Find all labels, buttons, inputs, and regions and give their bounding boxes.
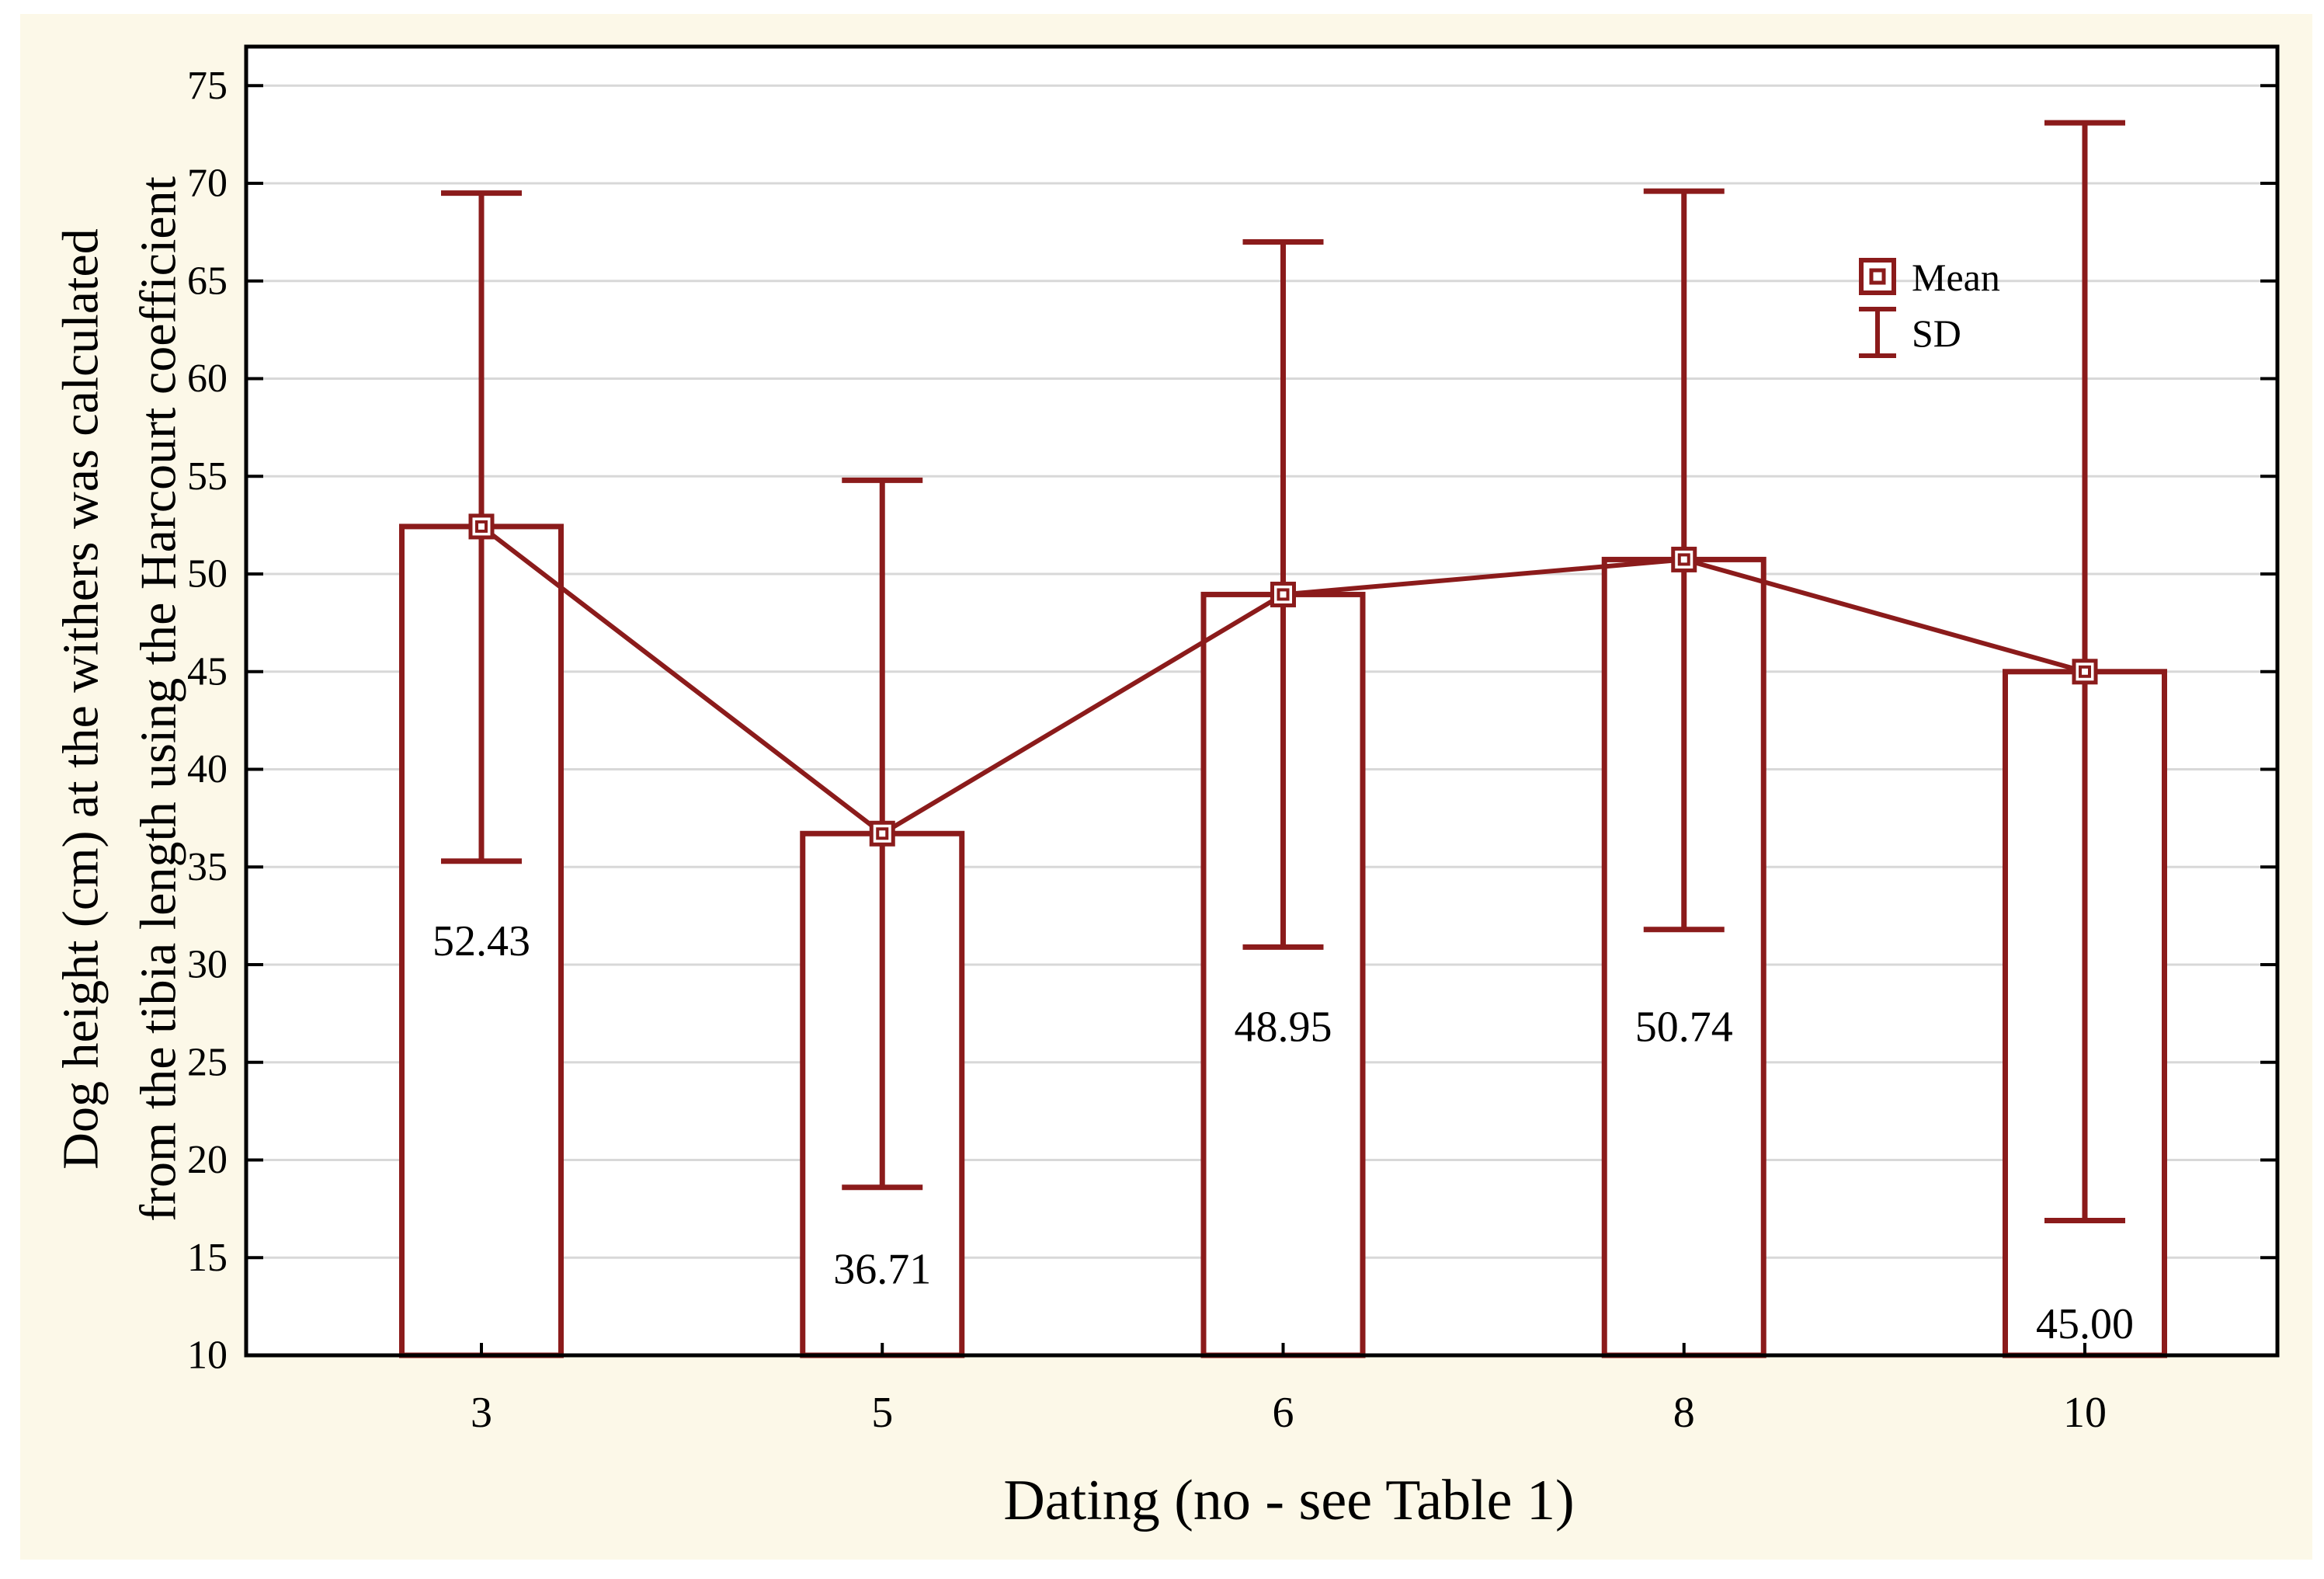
mean-marker [2072,659,2098,685]
y-tick-label: 10 [187,1334,228,1378]
legend-sd-errorbar-icon [1859,307,1896,358]
y-tick-label: 75 [187,64,228,108]
bar-value-label: 48.95 [1235,1003,1332,1051]
y-axis-title-line1: Dog height (cm) at the withers was calcu… [53,228,109,1169]
mean-marker [468,513,495,540]
axis-ticks [246,84,2277,1357]
legend-sd-label: SD [1912,311,1961,355]
x-tick-label: 5 [871,1389,893,1437]
x-tick-labels: 3 5 6 8 10 [471,1389,2107,1437]
y-tick-label: 50 [187,552,228,596]
x-axis-title: Dating (no - see Table 1) [1003,1469,1574,1532]
mean-marker-inner [475,520,488,533]
y-tick-label: 25 [187,1040,228,1084]
y-axis-title-line2: from the tibia length using the Harcourt… [130,176,187,1222]
y-tick-label: 55 [187,454,228,499]
x-tick-label: 3 [471,1389,492,1437]
mean-marker [1270,581,1296,607]
y-tick-label: 45 [187,649,228,694]
mean-marker-inner [1277,588,1290,601]
mean-marker-inner [2079,665,2091,678]
y-tick-label: 15 [187,1236,228,1280]
y-tick-label: 40 [187,747,228,791]
y-tick-label: 35 [187,845,228,889]
plot-frame [244,44,2280,1358]
legend: Mean SD [1859,256,2000,358]
bar-value-label: 36.71 [833,1245,931,1293]
mean-markers [468,513,2098,847]
bar-value-labels: 52.43 36.71 48.95 50.74 45.00 [432,917,2134,1348]
y-tick-labels: 10 15 20 25 30 35 40 45 50 55 60 65 70 75 [187,64,228,1378]
legend-mean-label: Mean [1912,256,2000,299]
bar-value-label: 50.74 [1635,1003,1733,1051]
x-tick-label: 6 [1273,1389,1294,1437]
x-tick-label: 8 [1673,1389,1695,1437]
mean-marker-inner [876,827,889,840]
y-tick-label: 20 [187,1138,228,1182]
mean-marker [869,820,895,847]
mean-marker-inner [1677,553,1690,566]
x-tick-label: 10 [2063,1389,2107,1437]
bar-value-label: 52.43 [432,917,530,965]
y-tick-label: 65 [187,259,228,303]
legend-mean-marker-icon [1859,258,1896,295]
mean-marker [1671,546,1697,572]
y-tick-label: 70 [187,162,228,206]
bar-value-label: 45.00 [2036,1300,2134,1348]
y-tick-label: 30 [187,943,228,987]
y-tick-label: 60 [187,356,228,401]
